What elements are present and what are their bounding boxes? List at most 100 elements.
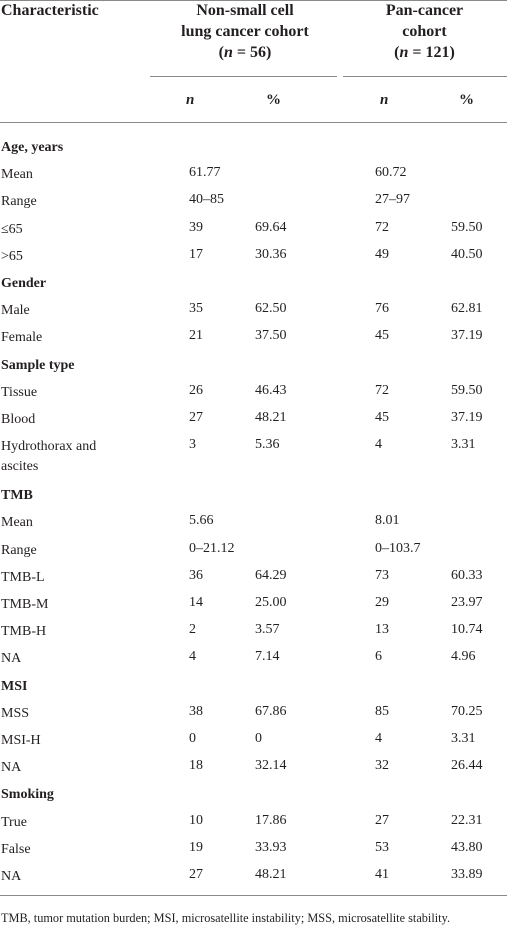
nsclc-n-cell: 27 <box>189 410 203 425</box>
header-pan-line2: cohort <box>402 23 447 40</box>
header-pan-line1: Pan-cancer <box>385 2 464 19</box>
nsclc-n-cell: 4 <box>189 649 196 665</box>
pan-n-cell: 4 <box>375 437 382 453</box>
pan-n-cell: 45 <box>375 328 389 344</box>
nsclc-span-rule <box>150 76 337 77</box>
nsclc-n-cell: 35 <box>189 301 203 317</box>
pan-n-cell: 4 <box>375 731 382 746</box>
subheader-pct-nsclc: % <box>266 92 281 108</box>
pan-n-cell: 8.01 <box>375 513 400 529</box>
row-label: Mean <box>1 515 33 531</box>
nsclc-n-cell: 5.66 <box>189 513 214 529</box>
pan-pct-cell: 60.33 <box>451 567 483 583</box>
nsclc-pct-cell: 7.14 <box>255 649 280 665</box>
header-nsclc-cohort: Non-small cell lung cancer cohort (n = 5… <box>150 0 340 63</box>
row-label: NA <box>1 760 22 776</box>
pan-pct-cell: 59.50 <box>451 219 483 235</box>
nsclc-pct-cell: 46.43 <box>255 382 287 398</box>
pan-pct-cell: 70.25 <box>451 703 483 719</box>
pan-pct-cell: 26.44 <box>451 758 483 774</box>
row-label: >65 <box>1 248 23 264</box>
top-rule <box>0 0 507 1</box>
row-label: NA <box>1 869 22 884</box>
pan-n-cell: 72 <box>375 382 389 398</box>
nsclc-n-cell: 21 <box>189 328 203 344</box>
nsclc-n-cell: 2 <box>189 622 196 638</box>
nsclc-pct-cell: 32.14 <box>255 758 287 774</box>
row-label: Female <box>1 330 43 346</box>
nsclc-pct-cell: 33.93 <box>255 839 287 855</box>
nsclc-n-cell: 10 <box>189 812 203 828</box>
row-label-continued: ascites <box>1 459 39 475</box>
pan-n-cell: 49 <box>375 246 389 262</box>
nsclc-n-cell: 39 <box>189 219 203 235</box>
row-label: Range <box>1 542 37 558</box>
nsclc-pct-cell: 48.21 <box>255 867 287 882</box>
nsclc-n-cell: 19 <box>189 839 203 855</box>
nsclc-pct-cell: 3.57 <box>255 622 280 638</box>
header-pan-cancer-cohort: Pan-cancer cohort (n = 121) <box>342 0 507 63</box>
nsclc-n-cell: 0 <box>189 731 196 746</box>
pan-n-cell: 29 <box>375 595 389 610</box>
pan-pct-cell: 10.74 <box>451 622 483 638</box>
nsclc-n-cell: 17 <box>189 246 203 262</box>
pan-pct-cell: 62.81 <box>451 301 483 317</box>
nsclc-pct-cell: 30.36 <box>255 246 287 262</box>
pan-pct-cell: 33.89 <box>451 867 483 882</box>
row-label: ≤65 <box>1 221 23 237</box>
nsclc-pct-cell: 17.86 <box>255 812 287 828</box>
pan-n-cell: 6 <box>375 649 382 665</box>
pan-n-cell: 32 <box>375 758 389 774</box>
nsclc-pct-cell: 48.21 <box>255 410 287 425</box>
nsclc-pct-cell: 69.64 <box>255 219 287 235</box>
pan-pct-cell: 22.31 <box>451 812 483 828</box>
row-label: Blood <box>1 412 36 427</box>
pan-pct-cell: 40.50 <box>451 246 483 262</box>
nsclc-pct-cell: 67.86 <box>255 703 287 719</box>
section-label: TMB <box>1 488 33 504</box>
nsclc-pct-cell: 5.36 <box>255 437 280 453</box>
pan-pct-cell: 37.19 <box>451 410 483 425</box>
section-label: Age, years <box>1 140 64 155</box>
section-label: Gender <box>1 276 47 291</box>
nsclc-pct-cell: 25.00 <box>255 595 287 610</box>
pan-n-cell: 60.72 <box>375 165 407 181</box>
pan-pct-cell: 37.19 <box>451 328 483 344</box>
header-nsclc-line2: lung cancer cohort <box>181 23 309 40</box>
section-label: MSI <box>1 678 28 694</box>
row-label: Tissue <box>1 384 38 400</box>
nsclc-pct-cell: 64.29 <box>255 567 287 583</box>
pan-pct-cell: 23.97 <box>451 595 483 610</box>
pan-n-cell: 27–97 <box>375 192 410 208</box>
nsclc-n-cell: 14 <box>189 595 203 610</box>
pan-n-cell: 0–103.7 <box>375 540 421 556</box>
nsclc-n-cell: 3 <box>189 437 196 453</box>
pan-n-cell: 72 <box>375 219 389 235</box>
subheader-n-nsclc: n <box>186 92 195 108</box>
header-characteristic: Characteristic <box>1 2 99 19</box>
subheader-pct-pan: % <box>459 92 474 108</box>
nsclc-n-cell: 61.77 <box>189 165 221 181</box>
row-label: TMB-M <box>1 597 49 612</box>
pan-n-cell: 13 <box>375 622 389 638</box>
row-label: MSS <box>1 705 30 721</box>
row-label: NA <box>1 651 22 667</box>
row-label: TMB-L <box>1 569 45 585</box>
row-label: TMB-H <box>1 624 47 640</box>
row-label: MSI-H <box>1 733 41 748</box>
pan-n-cell: 27 <box>375 812 389 828</box>
pan-n-cell: 76 <box>375 301 389 317</box>
nsclc-n-cell: 27 <box>189 867 203 882</box>
row-label: False <box>1 841 31 857</box>
subheader-n-pan: n <box>380 92 389 108</box>
pan-pct-cell: 4.96 <box>451 649 476 665</box>
nsclc-pct-cell: 37.50 <box>255 328 287 344</box>
row-label: Mean <box>1 167 33 183</box>
header-nsclc-n: (n = 56) <box>218 44 272 61</box>
section-label: Smoking <box>1 787 54 803</box>
pan-pct-cell: 3.31 <box>451 731 476 746</box>
pan-pct-cell: 3.31 <box>451 437 476 453</box>
nsclc-n-cell: 40–85 <box>189 192 224 208</box>
pan-pct-cell: 59.50 <box>451 382 483 398</box>
bottom-rule <box>0 895 507 896</box>
